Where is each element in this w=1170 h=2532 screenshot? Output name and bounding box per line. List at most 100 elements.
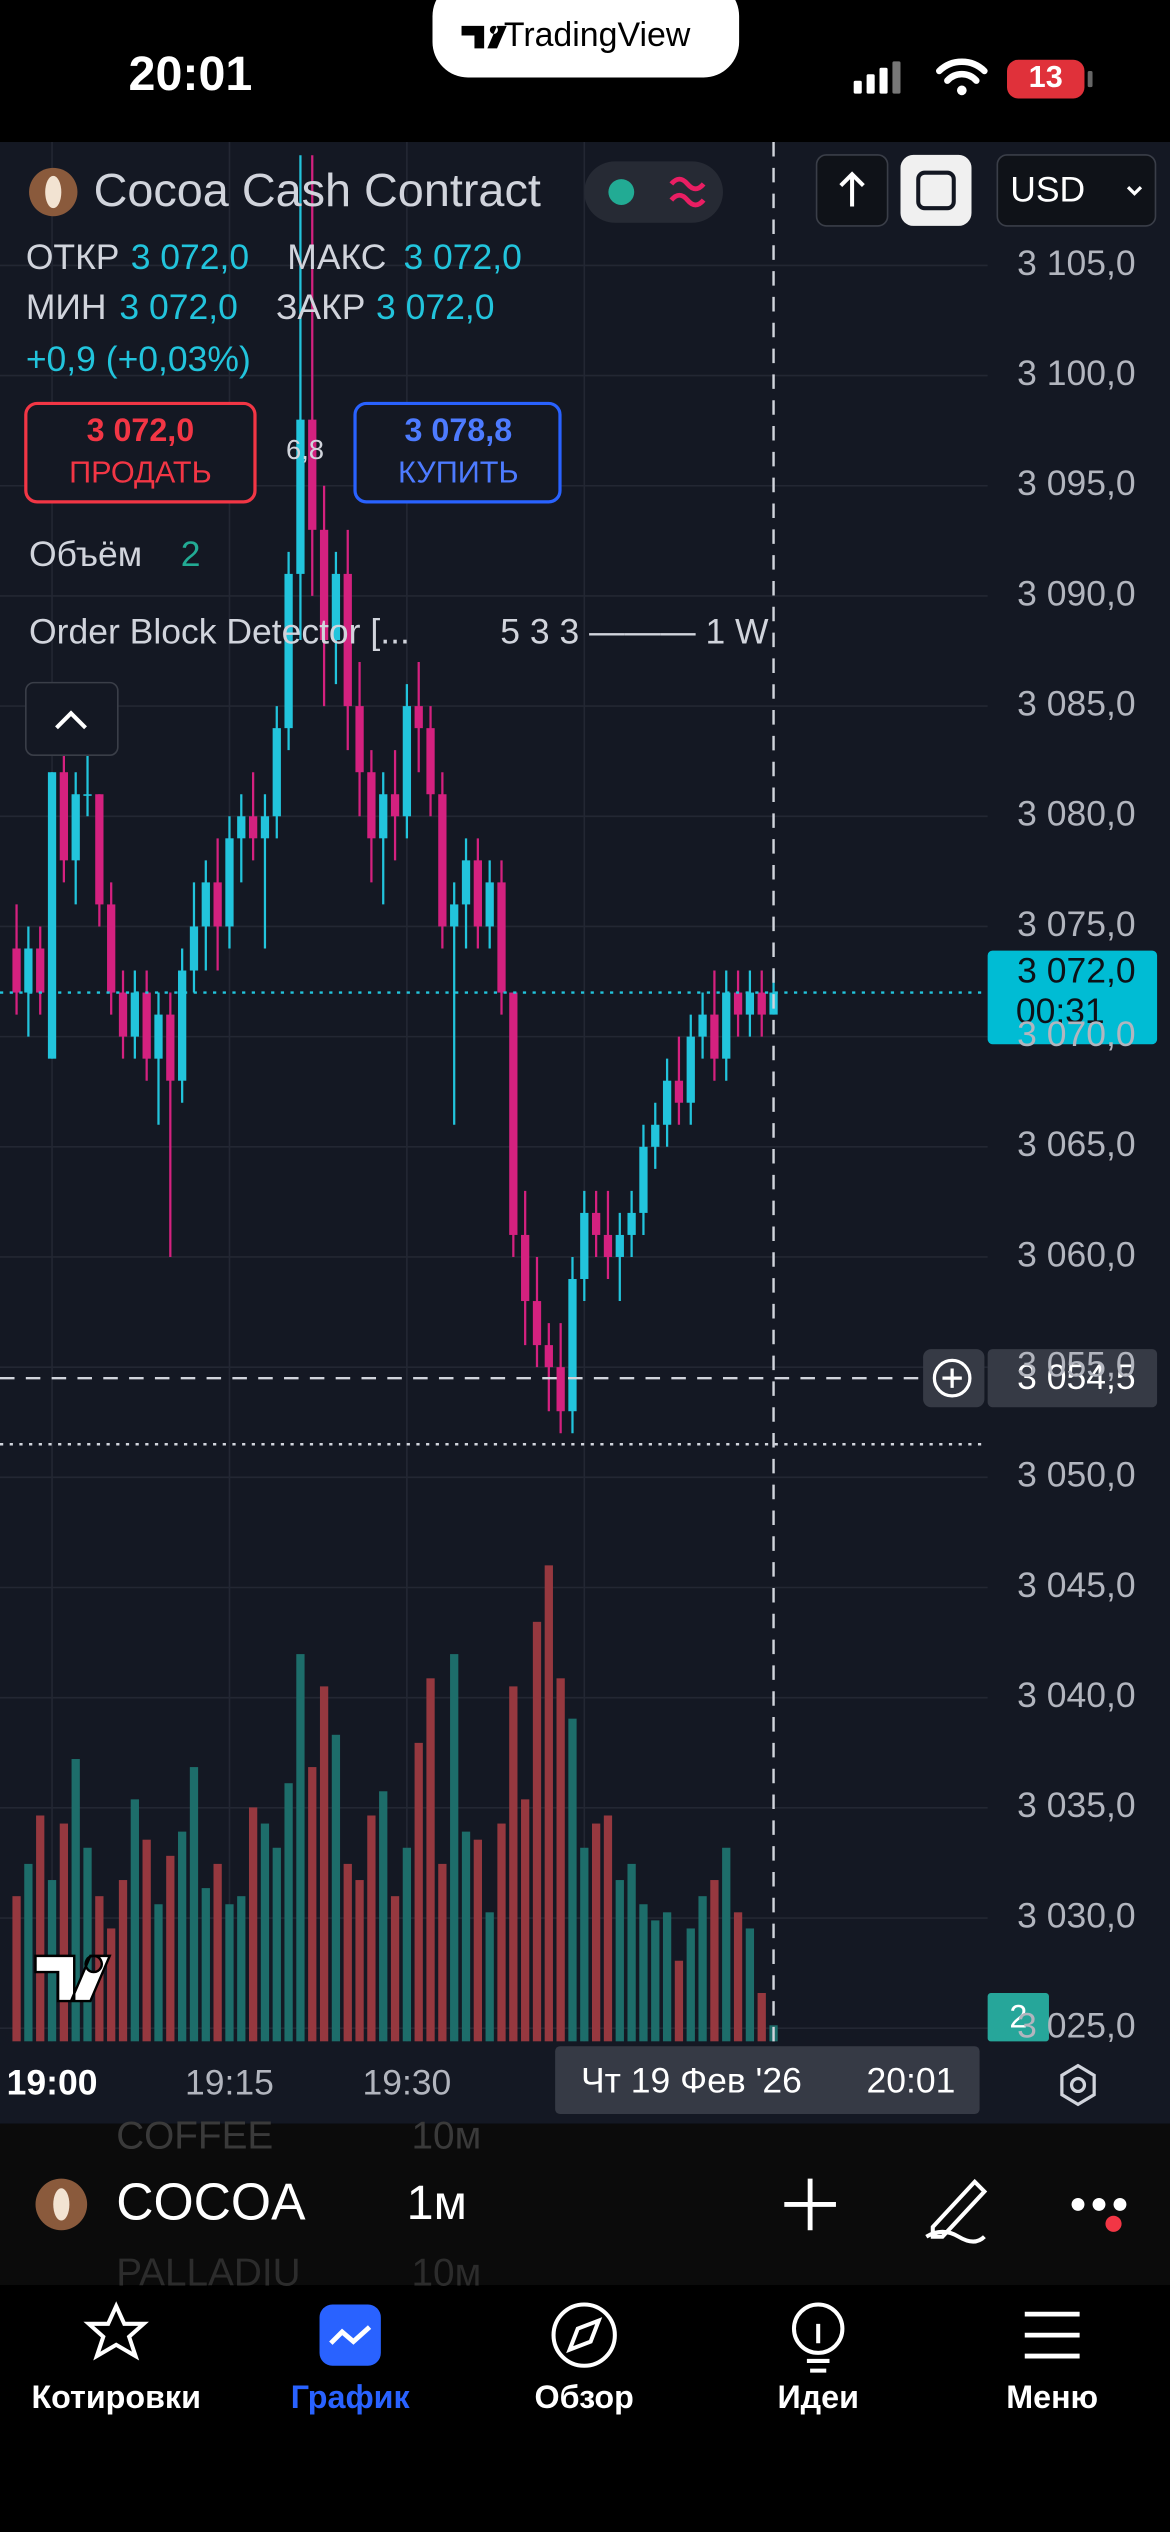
- candle-body: [556, 1367, 565, 1412]
- grid: [0, 142, 988, 2042]
- toolbar-symbol[interactable]: COCOA: [116, 2173, 306, 2231]
- toolbar-interval[interactable]: 1м: [407, 2176, 467, 2230]
- nav-icon-ideas[interactable]: [791, 2302, 845, 2355]
- nav-icon-explore-needle: [566, 2317, 603, 2354]
- candle-body: [568, 1279, 577, 1412]
- volume-bar: [627, 1863, 636, 2042]
- nav-icon-explore[interactable]: [551, 2302, 617, 2368]
- candle-body: [272, 728, 281, 817]
- candle-body: [698, 1014, 707, 1037]
- nav-label[interactable]: График: [291, 2379, 411, 2415]
- candle-body: [166, 1014, 175, 1081]
- buy-button[interactable]: [353, 401, 562, 504]
- y-tick-label: 3 095,0: [1017, 463, 1135, 503]
- sell-label: ПРОДАТЬ: [69, 456, 212, 490]
- draw-icon[interactable]: [925, 2178, 988, 2244]
- candle-body: [260, 816, 270, 839]
- candle-body: [627, 1212, 636, 1235]
- candle-body: [473, 860, 482, 927]
- volume-bar: [272, 1847, 281, 2042]
- candle-body: [615, 1234, 624, 1257]
- nav-icon-chart[interactable]: [319, 2304, 381, 2366]
- add-icon[interactable]: [784, 2178, 836, 2231]
- nav-label[interactable]: Котировки: [31, 2379, 200, 2415]
- volume-value-label: 2: [1009, 1998, 1027, 2034]
- candle-body: [544, 1345, 553, 1368]
- candle-body: [426, 728, 435, 795]
- volume-bar: [308, 1767, 317, 2042]
- high-label: МАКС: [287, 237, 386, 277]
- crosshair-add-plus: [942, 1368, 962, 1388]
- nav-label[interactable]: Обзор: [535, 2379, 634, 2415]
- volume-bar: [390, 1896, 400, 2042]
- volume-bar: [154, 1904, 163, 2042]
- candle-body: [379, 794, 388, 839]
- candle-body: [248, 816, 258, 839]
- candle-body: [319, 529, 329, 640]
- currency-button[interactable]: [996, 154, 1157, 227]
- candle-body: [36, 948, 45, 993]
- indicator-name[interactable]: Объём: [29, 534, 142, 574]
- market-status-pill[interactable]: [584, 161, 723, 223]
- y-tick-label: 3 060,0: [1017, 1234, 1135, 1274]
- candle-body: [757, 992, 766, 1015]
- currency: USD: [1010, 169, 1085, 209]
- volume-bar: [686, 1928, 695, 2042]
- volume-bar: [615, 1880, 624, 2042]
- more-icon[interactable]: [1071, 2197, 1127, 2211]
- candle-body: [603, 1234, 613, 1257]
- collapse-icon: [55, 710, 87, 730]
- candle-body: [71, 794, 80, 861]
- volume-bar: [509, 1686, 518, 2042]
- nav-label[interactable]: Меню: [1006, 2379, 1098, 2415]
- collapse-button[interactable]: [25, 681, 119, 757]
- nav-icon-menu[interactable]: [1024, 2311, 1080, 2359]
- volume-value-box: [987, 1993, 1049, 2042]
- volume-bar: [426, 1678, 435, 2042]
- settings-icon[interactable]: [1060, 2063, 1096, 2107]
- wifi-dot: [956, 85, 967, 96]
- indicator-name[interactable]: Order Block Detector [...: [29, 612, 410, 652]
- y-tick-label: 3 025,0: [1017, 2006, 1135, 2046]
- candle-body: [178, 970, 187, 1081]
- candle-body: [189, 926, 199, 971]
- volume-bar: [674, 1960, 684, 2042]
- nav-label[interactable]: Идеи: [777, 2379, 858, 2415]
- volume-bar: [603, 1815, 613, 2042]
- candle-body: [331, 573, 341, 640]
- volume-bar: [178, 1831, 187, 2042]
- volume-bar: [521, 1799, 530, 2042]
- volume-bar: [757, 1993, 766, 2042]
- countdown-label: 00:31: [1016, 991, 1105, 1031]
- volume-bar: [130, 1799, 139, 2042]
- sell-button[interactable]: [24, 401, 257, 504]
- nav-icon-quotes[interactable]: [83, 2301, 149, 2361]
- volume-bar: [544, 1565, 553, 2042]
- symbol-name[interactable]: Cocoa Cash Contract: [94, 164, 541, 216]
- candle-body: [745, 992, 755, 1015]
- watchlist-symbol: PALLADIU: [116, 2252, 300, 2295]
- volume-bar: [532, 1621, 542, 2042]
- candle-body: [710, 1014, 719, 1059]
- candle-body: [355, 706, 364, 773]
- nav-icon-ideas-base: [806, 2323, 830, 2373]
- volume-bar: [319, 1686, 329, 2042]
- candle-body: [532, 1301, 542, 1346]
- close-value: 3 072,0: [376, 287, 494, 327]
- volume-bar: [248, 1807, 258, 2042]
- volume-bar: [698, 1896, 707, 2042]
- volume-bar: [733, 1912, 743, 2042]
- volume-bar: [450, 1654, 459, 2042]
- x-tick-label: 19:00: [7, 2062, 98, 2102]
- candle-body: [390, 794, 400, 817]
- volume-bar: [107, 1928, 116, 2042]
- volume-bar: [201, 1888, 210, 2042]
- fullscreen-button[interactable]: [900, 154, 972, 226]
- candle-body: [95, 794, 104, 905]
- candle-body: [438, 794, 447, 927]
- crosshair-price-box: [987, 1349, 1158, 1408]
- candle-body: [142, 992, 151, 1059]
- volume-bar: [260, 1823, 270, 2042]
- candle-body: [402, 706, 412, 817]
